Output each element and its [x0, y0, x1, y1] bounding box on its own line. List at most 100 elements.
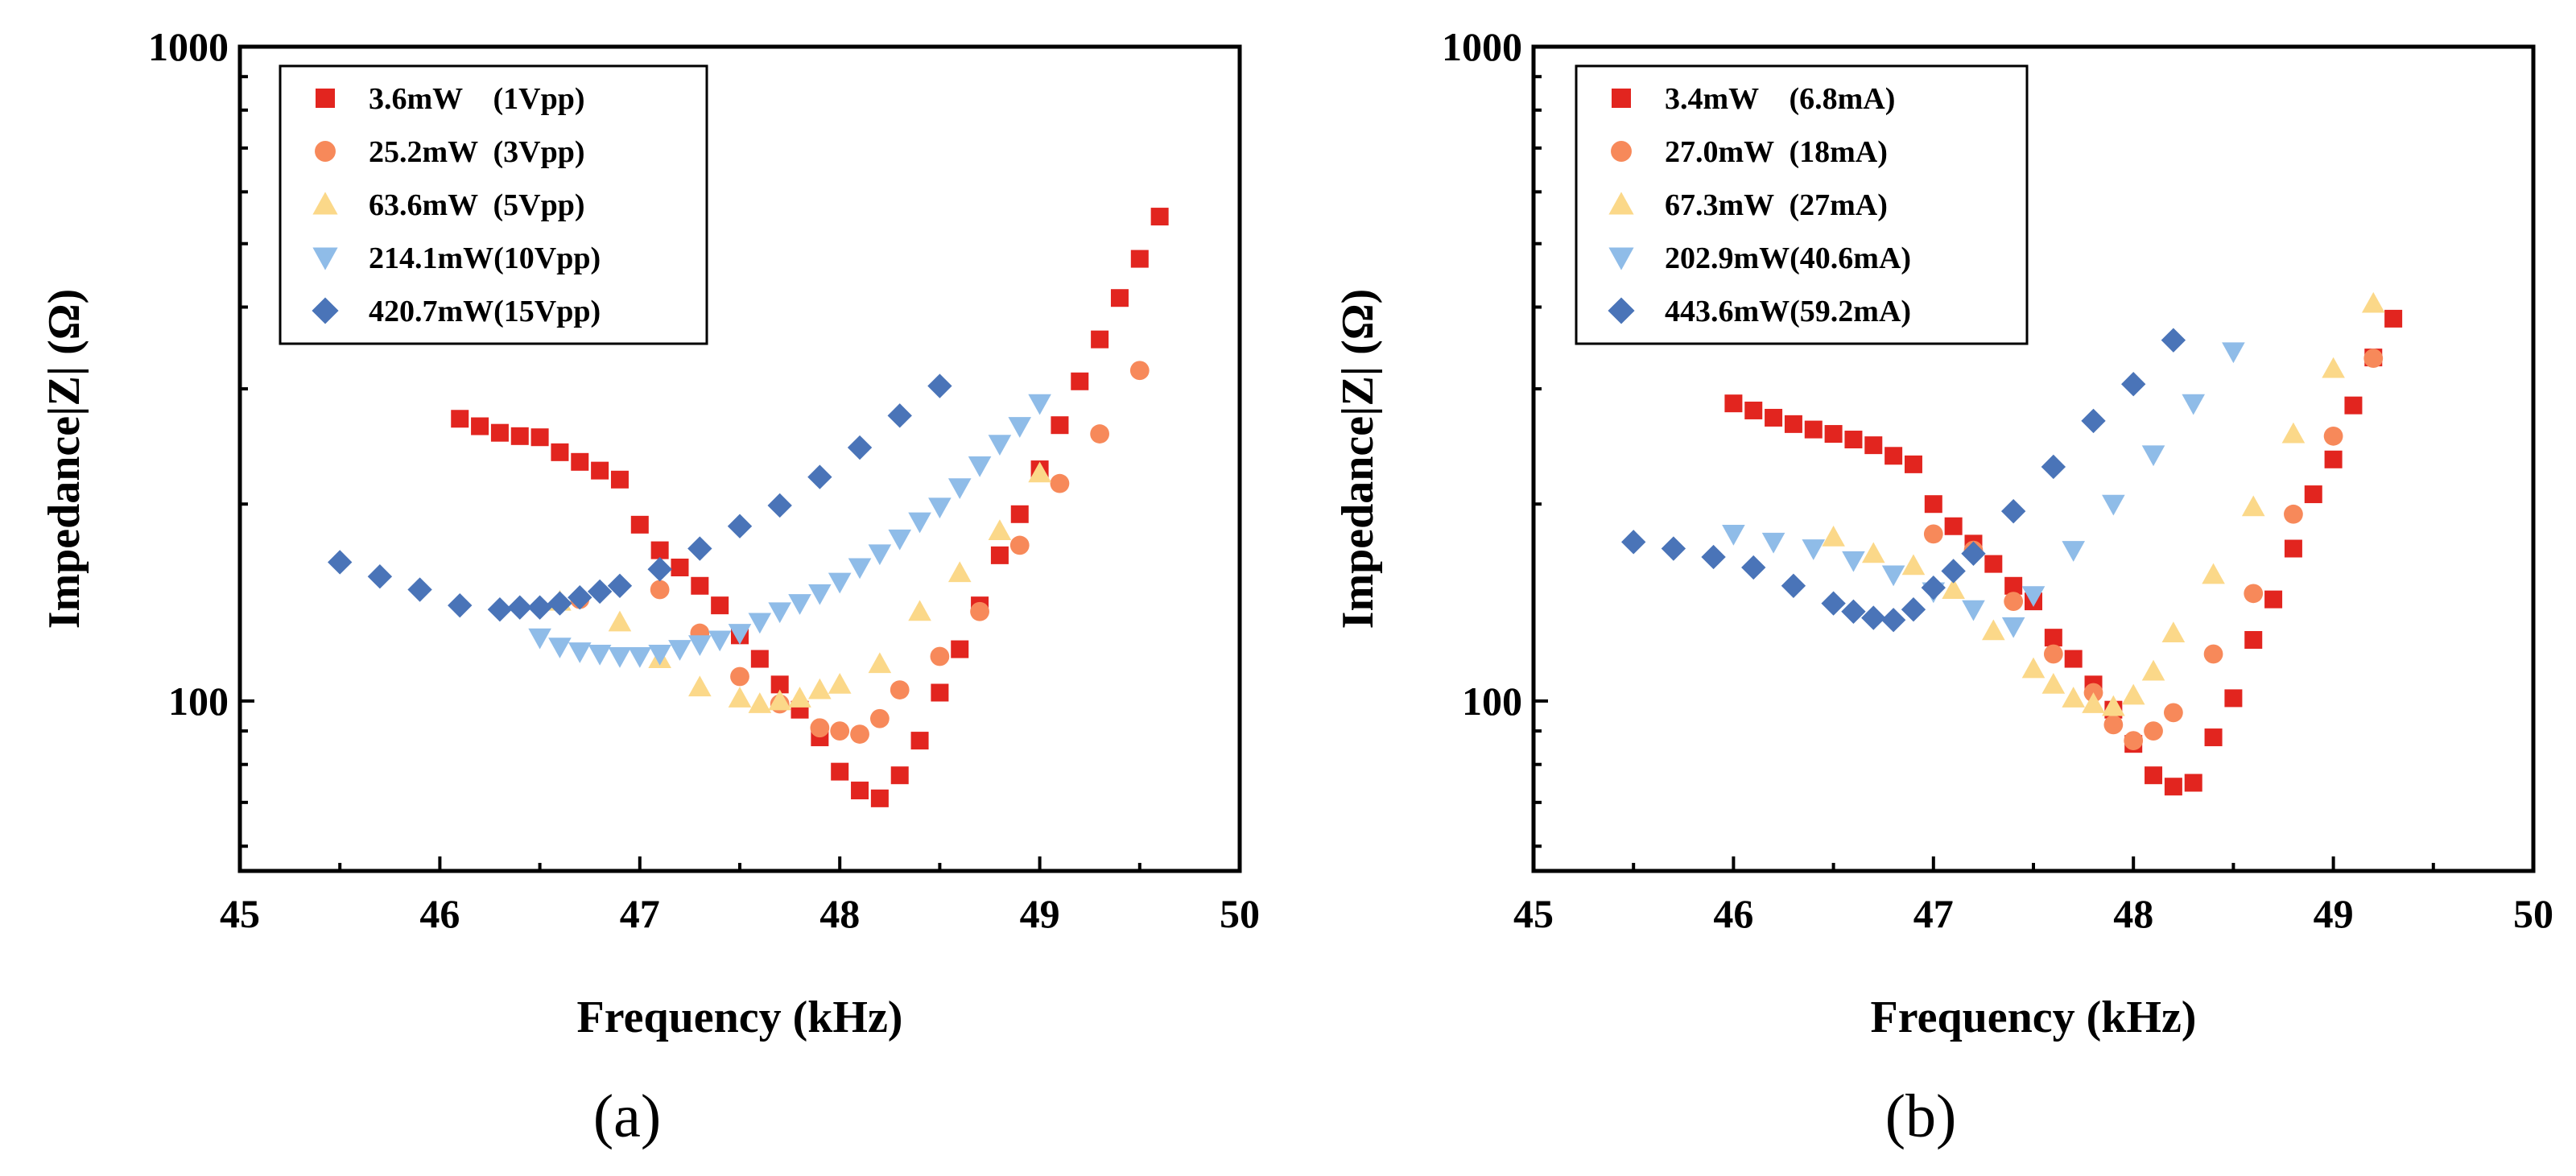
data-point	[2081, 408, 2106, 434]
data-point	[1071, 372, 1089, 390]
data-point	[788, 594, 811, 615]
data-point	[2041, 454, 2066, 480]
data-point	[367, 564, 393, 589]
data-point	[890, 766, 909, 785]
legend-marker	[1608, 192, 1634, 215]
data-point	[688, 635, 712, 657]
panel-a: 45 46 47 48 49 50 100 1000 3.6mW (1Vpp) 25.2mW (…	[39, 24, 1260, 1150]
data-point	[970, 601, 989, 621]
data-point	[487, 597, 513, 622]
data-point	[528, 628, 551, 650]
data-point	[1090, 424, 1109, 444]
series-4	[1722, 342, 2245, 638]
data-point	[708, 630, 732, 652]
x-tick-label: 45	[220, 891, 260, 936]
data-point	[647, 557, 672, 582]
x-tick-label: 46	[1713, 891, 1753, 936]
legend-entry: 443.6mW(59.2mA)	[1665, 295, 1911, 328]
data-point	[728, 687, 752, 708]
data-point	[968, 456, 992, 477]
data-point	[1881, 565, 1905, 587]
data-point	[2222, 342, 2245, 364]
panel-b-ticks: 45 46 47 48 49 50 100 1000	[1442, 24, 2553, 936]
data-point	[808, 678, 832, 699]
data-point	[850, 724, 869, 744]
data-point	[490, 423, 509, 442]
data-point	[2281, 422, 2306, 444]
panel-a-label: (a)	[593, 1083, 661, 1150]
legend-marker	[1612, 89, 1631, 108]
x-tick-label: 49	[2314, 891, 2354, 936]
data-point	[2323, 426, 2343, 446]
data-point	[1982, 619, 2005, 641]
panel-a-legend: 3.6mW (1Vpp) 25.2mW (3Vpp) 63.6mW (5Vpp) 21…	[279, 64, 708, 345]
data-point	[2102, 494, 2125, 516]
data-point	[1961, 541, 1986, 566]
data-point	[2043, 644, 2063, 664]
data-point	[648, 645, 671, 666]
data-point	[847, 435, 873, 460]
data-point	[868, 544, 892, 566]
data-point	[1741, 555, 1766, 580]
data-point	[727, 514, 753, 538]
data-point	[2004, 592, 2024, 612]
x-tick-label: 50	[2513, 891, 2553, 936]
data-point	[2041, 673, 2066, 694]
data-point	[610, 470, 629, 489]
data-point	[2184, 774, 2202, 792]
data-point	[2124, 731, 2144, 750]
data-point	[650, 580, 670, 600]
data-point	[1841, 599, 1866, 624]
data-point	[2224, 689, 2243, 708]
y-tick-label: 1000	[148, 24, 229, 69]
data-point	[2004, 576, 2023, 595]
data-point	[2384, 309, 2403, 328]
data-point	[807, 464, 832, 489]
data-point	[1944, 517, 1963, 535]
panel-b: 45 46 47 48 49 50 100 1000 3.4mW (6.8mA) 27.0mW …	[1333, 24, 2553, 1150]
data-point	[607, 573, 633, 598]
y-tick-label: 1000	[1442, 24, 1522, 69]
data-point	[1621, 530, 1646, 555]
data-point	[2161, 328, 2186, 353]
data-point	[768, 689, 791, 711]
legend-marker	[1608, 247, 1634, 270]
data-point	[1701, 544, 1726, 570]
data-point	[767, 493, 792, 518]
data-point	[2102, 695, 2125, 716]
data-point	[1724, 394, 1743, 413]
data-point	[1804, 420, 1823, 439]
data-point	[1962, 600, 1985, 621]
data-point	[448, 592, 473, 618]
data-point	[931, 683, 949, 702]
data-point	[2203, 644, 2223, 664]
x-tick-label: 48	[2113, 891, 2153, 936]
data-point	[1150, 208, 1169, 226]
panel-a-x-axis-title: Frequency (kHz)	[577, 992, 903, 1042]
data-point	[908, 600, 931, 621]
data-point	[728, 624, 752, 645]
data-point	[1050, 473, 1070, 493]
data-point	[2082, 692, 2105, 713]
data-point	[711, 596, 729, 615]
data-point	[770, 675, 789, 694]
series-2	[1923, 349, 2384, 750]
data-point	[848, 558, 872, 580]
data-point	[828, 572, 852, 594]
data-point	[2121, 683, 2145, 705]
data-point	[1924, 495, 1942, 514]
data-point	[908, 512, 931, 534]
data-point	[748, 613, 772, 634]
legend-marker	[312, 297, 339, 324]
data-point	[1009, 535, 1030, 555]
legend-box	[279, 64, 708, 345]
data-point	[630, 515, 649, 534]
data-point	[2144, 721, 2163, 741]
legend-entry: 202.9mW(40.6mA)	[1665, 241, 1911, 275]
data-point	[1821, 591, 1846, 616]
data-point	[2204, 728, 2223, 747]
data-point	[1861, 542, 1885, 563]
data-point	[2322, 357, 2345, 378]
data-point	[2202, 563, 2225, 584]
series-3	[1822, 291, 2385, 716]
